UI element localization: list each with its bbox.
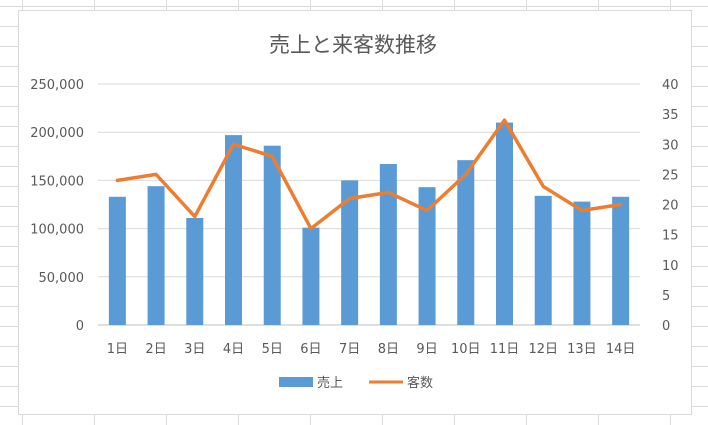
- x-tick-label: 8日: [378, 342, 399, 357]
- line-series: [115, 118, 623, 231]
- x-tick-label: 10日: [451, 342, 481, 357]
- bar: [147, 186, 165, 325]
- y-left-tick-label: 200,000: [30, 126, 84, 141]
- y-left-tick-label: 0: [76, 319, 84, 334]
- legend: 売上 客数: [279, 375, 433, 391]
- legend-label-sales: 売上: [317, 375, 343, 391]
- legend-swatch-sales: [279, 377, 313, 387]
- x-tick-label: 7日: [339, 342, 360, 357]
- bar: [496, 122, 513, 325]
- y-right-tick-label: 10: [662, 259, 679, 274]
- x-tick-label: 2日: [145, 342, 166, 357]
- bar: [457, 160, 475, 325]
- y-right-tick-label: 35: [662, 108, 679, 123]
- bar: [418, 187, 436, 325]
- bar: [186, 217, 204, 325]
- x-tick-label: 1日: [107, 342, 128, 357]
- y-left-tick-label: 150,000: [30, 174, 84, 189]
- x-tick-label: 12日: [528, 342, 558, 357]
- x-tick-label: 9日: [416, 342, 437, 357]
- bar: [534, 195, 552, 325]
- x-tick-label: 6日: [300, 342, 321, 357]
- y-left-tick-label: 100,000: [30, 223, 84, 238]
- gridlines: [98, 83, 640, 326]
- y-right-tick-label: 15: [662, 229, 679, 244]
- x-tick-label: 5日: [262, 342, 283, 357]
- bar: [263, 145, 281, 325]
- bar: [341, 180, 359, 325]
- chart-title: 売上と来客数推移: [269, 33, 437, 57]
- bar-series: [108, 122, 630, 325]
- axes: 0 50,000 100,000 150,000 200,000 250,000 0 5 10 1…: [30, 78, 678, 357]
- x-tick-label: 14日: [606, 342, 636, 357]
- x-tick-label: 4日: [223, 342, 244, 357]
- x-tick-label: 13日: [567, 342, 597, 357]
- y-right-tick-label: 30: [662, 138, 679, 153]
- x-tick-label: 11日: [490, 342, 520, 357]
- bar: [302, 227, 320, 325]
- y-right-tick-label: 40: [662, 78, 679, 93]
- x-tick-label: 3日: [184, 342, 205, 357]
- y-right-tick-label: 25: [662, 168, 679, 183]
- y-right-tick-label: 20: [662, 199, 679, 214]
- y-left-tick-label: 250,000: [30, 78, 84, 93]
- bar: [379, 164, 397, 325]
- y-left-tick-label: 50,000: [39, 271, 85, 286]
- series-line-customers: [115, 118, 623, 231]
- bar: [225, 135, 242, 325]
- y-right-tick-label: 0: [662, 319, 670, 334]
- y-right-tick-label: 5: [662, 289, 670, 304]
- legend-label-customers: 客数: [407, 375, 433, 391]
- bar: [612, 196, 630, 325]
- bar: [108, 196, 126, 325]
- bar: [573, 201, 591, 325]
